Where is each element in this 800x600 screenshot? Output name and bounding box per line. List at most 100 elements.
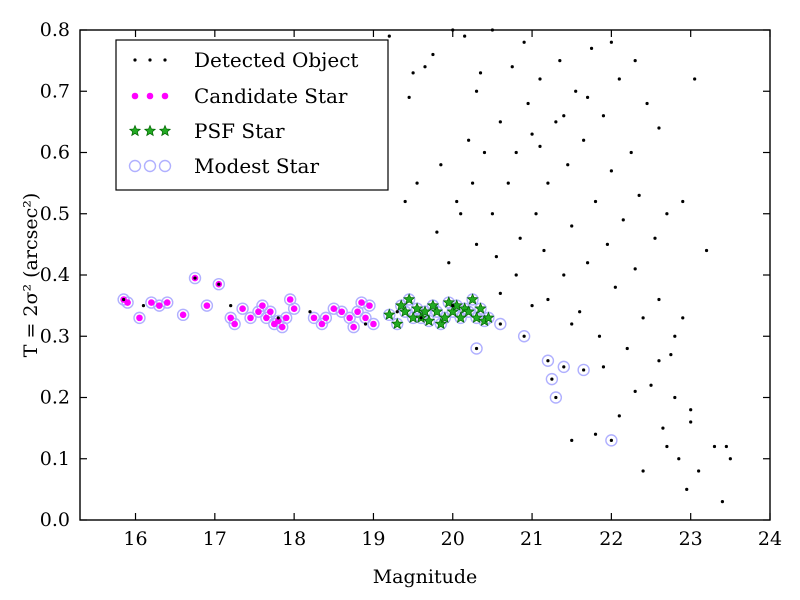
detected-object-point (605, 242, 610, 246)
detected-object-point (474, 89, 479, 93)
detected-object-point (621, 218, 625, 222)
detected-object-point (653, 236, 657, 240)
modest-star-point (133, 311, 146, 325)
detected-object-point (633, 59, 637, 63)
modest-star-point (494, 317, 507, 331)
candidate-star-point (322, 314, 330, 322)
modest-star-point (188, 271, 202, 285)
modest-star-point (153, 299, 166, 312)
psf-star-point (399, 305, 412, 317)
candidate-star-point (239, 305, 246, 312)
detected-object-point (661, 426, 665, 430)
candidate-star-point (350, 323, 357, 331)
x-tick-label: 20 (441, 528, 465, 550)
detected-object-point (395, 310, 399, 314)
candidate-star-point (318, 320, 326, 328)
x-tick-label: 16 (123, 528, 147, 550)
detected-object-point (617, 77, 621, 81)
detected-object-point (133, 58, 137, 62)
modest-star-point (517, 330, 531, 343)
y-tick-label: 0.5 (40, 203, 70, 225)
x-tick-label: 23 (679, 528, 703, 550)
detected-object-point (669, 353, 673, 357)
detected-object-point (542, 248, 546, 253)
modest-star-point (256, 299, 269, 312)
modest-star-point (549, 391, 563, 404)
modest-star-point (224, 311, 237, 325)
psf-star-point (426, 299, 440, 311)
modest-star-point (176, 308, 190, 322)
detected-object-point (609, 438, 613, 442)
x-tick-label: 18 (282, 528, 306, 550)
candidate-star-point (131, 92, 139, 100)
y-tick-label: 0.7 (40, 80, 70, 102)
y-tick-label: 0.6 (40, 142, 70, 164)
candidate-star-point (370, 320, 377, 328)
detected-object-point (665, 444, 669, 449)
candidate-star-point (282, 314, 290, 322)
detected-object-point (478, 71, 483, 75)
detected-object-point (673, 334, 677, 338)
psf-star-point (434, 317, 447, 330)
detected-object-point (689, 408, 693, 412)
axes-layer: 16 17 18 19 20 21 22 23 24 0.0 0.1 0.2 0.3 0.4 0.5 0.6 0… (40, 19, 782, 550)
candidate-star-point (247, 314, 254, 322)
modest-star-point (605, 434, 618, 447)
detected-object-point (411, 71, 415, 75)
modest-star-point (335, 305, 348, 318)
detected-object-point (534, 212, 538, 216)
candidate-star-point (354, 308, 361, 316)
detected-object-point (122, 297, 126, 302)
psf-star-point (466, 293, 479, 305)
detected-object-point (308, 310, 312, 314)
x-tick-label: 17 (203, 528, 227, 550)
detected-object-point (673, 395, 677, 400)
candidate-star-point (286, 296, 294, 303)
modest-star-point (327, 302, 340, 315)
detected-object-point (641, 316, 645, 320)
detected-object-point (728, 457, 732, 461)
detected-object-point (141, 304, 146, 308)
detected-object-point (712, 444, 717, 449)
candidate-star-point (346, 314, 353, 322)
psf-star-point (158, 124, 172, 137)
detected-object-point (193, 276, 197, 280)
psf-star-point (403, 293, 416, 305)
candidate-star-point (161, 92, 169, 100)
candidate-star-point (358, 299, 365, 306)
detected-object-point (629, 150, 633, 155)
candidate-star-point (263, 314, 270, 322)
detected-object-point (574, 89, 578, 93)
detected-object-point (697, 469, 701, 473)
detected-object-point (526, 101, 530, 106)
detected-object-point (546, 359, 550, 363)
detected-object-point (459, 212, 463, 216)
y-tick-label: 0.0 (40, 509, 70, 531)
psf-star-point (474, 302, 487, 314)
detected-object-point (657, 359, 661, 363)
modest-star-point (315, 317, 329, 331)
candidate-star-point (310, 314, 318, 322)
detected-object-point (689, 420, 693, 424)
modest-star-point (541, 354, 555, 367)
detected-object-point (554, 395, 558, 400)
psf-star-point (418, 305, 432, 317)
detected-object-point (538, 77, 542, 81)
detected-object-point (601, 365, 606, 369)
detected-object-point (609, 40, 613, 44)
candidate-star-point (163, 299, 171, 306)
detected-object-point (693, 77, 697, 81)
detected-object-point (649, 383, 653, 387)
detected-object-point (474, 242, 479, 246)
detected-object-point (463, 34, 467, 38)
modest-star-point (287, 302, 301, 315)
candidate-star-point (148, 299, 155, 306)
detected-object-point (657, 297, 661, 302)
detected-object-point (419, 316, 423, 320)
candidate-star-point (203, 302, 211, 309)
modest-star-point (347, 320, 360, 334)
detected-object-point (455, 199, 459, 204)
psf-star-point (383, 308, 396, 320)
modest-star-point (363, 299, 376, 312)
legend-label-psf: PSF Star (194, 119, 285, 143)
